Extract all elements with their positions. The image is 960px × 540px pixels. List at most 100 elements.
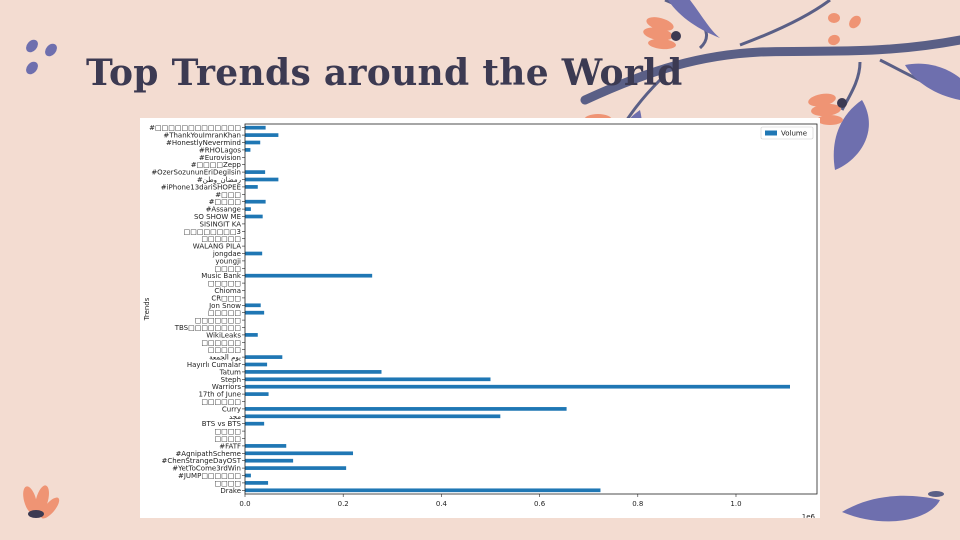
top-right-flower-2: [808, 93, 847, 125]
y-tick-label: Tatum: [219, 368, 242, 376]
legend-box: [760, 126, 814, 140]
chart-legend: Volume: [760, 126, 814, 140]
y-tick-label: CR□□□: [211, 294, 241, 302]
y-tick-label: #Eurovision: [199, 154, 241, 162]
bar: [245, 444, 287, 448]
bar: [245, 481, 269, 485]
y-tick-label: □□□□□□□□3: [184, 228, 241, 236]
y-tick-label: SO SHOW ME: [194, 213, 241, 221]
trends-chart: Drake □□□□ #JUMP□□□□□□ #YetToCome3rdWin #Che…: [140, 118, 820, 518]
y-tick-label: jongdae: [212, 250, 241, 258]
bar: [245, 214, 263, 219]
bar: [245, 140, 261, 145]
bar: [245, 303, 261, 308]
y-tick-label: □□□□□□: [201, 398, 241, 406]
y-tick-label: Jon Snow: [208, 302, 241, 310]
bar: [245, 273, 373, 278]
y-tick-label: #□□□□Zepp: [191, 161, 242, 169]
trends-bar-chart-svg: Drake □□□□ #JUMP□□□□□□#YetToCome3rdWin#Che…: [143, 123, 818, 518]
bar: [245, 473, 251, 478]
y-tick-label: TBS□□□□□□□□: [174, 324, 241, 332]
bottom-left-flower: [23, 485, 60, 519]
bottom-right-leaf: [842, 491, 944, 522]
bar: [245, 414, 501, 419]
y-tick-label: □□□□□□: [201, 339, 241, 347]
y-tick-label: #iPhone13dariSHOPEE: [161, 183, 241, 191]
y-axis-label: Trends: [143, 297, 151, 321]
bar: [245, 488, 601, 493]
y-tick-label: Chioma: [214, 287, 241, 295]
top-left-leaf-dots: [26, 39, 57, 75]
y-tick-label: #FATF: [219, 442, 241, 450]
x-scale-label: 1e6: [802, 513, 816, 518]
y-tick-label: #RHOLagos: [199, 146, 241, 154]
y-tick-label: □□□□: [215, 435, 241, 443]
x-tick-label: 0.6: [534, 500, 546, 508]
y-tick-label: #YetToCome3rdWin: [172, 465, 241, 473]
y-tick-label: □□□□□: [208, 346, 241, 354]
bar: [245, 199, 266, 204]
x-tick-label: 0.8: [632, 500, 643, 508]
x-tick-label: 1.0: [730, 500, 741, 508]
y-tick-label: #ThankYouImranKhan: [163, 132, 241, 140]
top-right-petal-dots: [828, 13, 861, 46]
bar: [245, 370, 382, 374]
bar: [245, 125, 266, 130]
bar: [245, 384, 790, 389]
page-title: Top Trends around the World: [86, 52, 683, 94]
bar: [245, 355, 283, 359]
y-tick-label: SISINGIT KA: [200, 220, 242, 228]
x-tick-labels: 0.0 0.2 0.4 0.6 0.8 1.0: [239, 494, 742, 508]
x-tick-label: 0.4: [436, 500, 448, 508]
y-tick-label: 17th of June: [198, 391, 241, 399]
y-tick-label: Steph: [221, 376, 241, 384]
y-tick-label: #رمضان_وطن: [197, 176, 241, 184]
y-tick-label: #OzerSozununEriDegilsin: [151, 169, 241, 177]
y-tick-label: WikiLeaks: [206, 331, 241, 339]
plot-frame: [244, 123, 818, 495]
bar: [245, 392, 269, 396]
y-tick-label: Drake: [220, 487, 241, 495]
y-tick-label: Music Bank: [201, 272, 242, 280]
y-tick-label: Warriors: [212, 383, 242, 391]
legend-swatch-volume: [765, 130, 777, 136]
y-tick-label: #□□□□: [209, 198, 241, 206]
y-tick-label: مجد: [229, 413, 241, 421]
y-tick-label: □□□□: [215, 428, 241, 436]
y-tick-label: youngji: [215, 257, 241, 265]
bar: [245, 310, 265, 315]
y-tick-label: #Assange: [206, 206, 241, 214]
x-tick-label: 0.0: [239, 500, 250, 508]
bar: [245, 362, 268, 367]
bar: [245, 148, 251, 152]
y-tick-labels: Drake □□□□ #JUMP□□□□□□#YetToCome3rdWin#Che…: [149, 124, 245, 495]
y-tick-label: #□□□: [215, 191, 241, 199]
bars-group: [245, 125, 790, 493]
bar: [245, 333, 258, 337]
y-tick-label: □□□□□: [208, 309, 241, 317]
bar: [245, 377, 491, 382]
bar: [245, 458, 294, 463]
x-tick-label: 0.2: [338, 500, 349, 508]
y-tick-label: WALANG PILA: [193, 243, 241, 251]
y-tick-label: Curry: [222, 405, 241, 413]
y-tick-label: BTS vs BTS: [202, 420, 242, 428]
top-right-flower-1: [643, 17, 681, 50]
bar: [245, 421, 265, 426]
legend-label-volume: Volume: [781, 130, 807, 138]
y-tick-label: □□□□□□: [201, 235, 241, 243]
y-tick-label: #JUMP□□□□□□: [178, 472, 241, 480]
y-tick-label: □□□□: [215, 265, 241, 273]
bar: [245, 207, 251, 211]
y-tick-label: #□□□□□□□□□□□□□: [149, 124, 241, 132]
y-tick-label: □□□□□: [208, 280, 241, 288]
y-tick-label: #ChenStrangeDayOST: [161, 457, 241, 465]
bar: [245, 451, 354, 456]
bar: [245, 251, 263, 256]
y-tick-label: يوم الجمعة: [209, 354, 241, 362]
bar: [245, 177, 279, 182]
bar: [245, 466, 347, 470]
y-tick-label: #AgnipathScheme: [175, 450, 241, 458]
bar: [245, 133, 279, 137]
bar: [245, 185, 258, 189]
